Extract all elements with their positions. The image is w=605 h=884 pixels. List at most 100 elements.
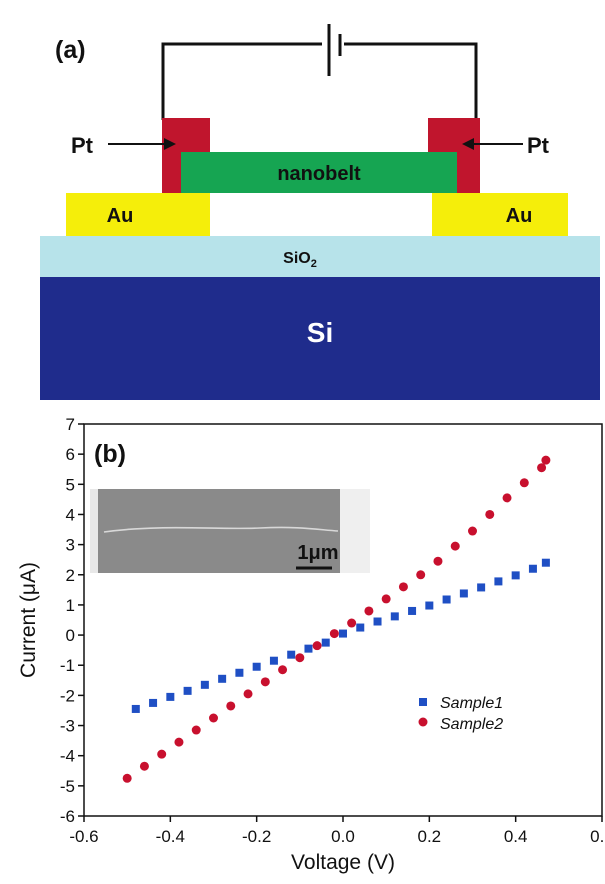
y-tick-label: 6	[66, 445, 75, 464]
panel-b: -0.6 -0.4 -0.2 0.0 0.2 0.4 0.6 -6 -5 -4 -3 -2 -1 0 1 2…	[17, 415, 605, 874]
data-point	[191, 725, 201, 735]
y-tick-label: 2	[66, 566, 75, 585]
sio2-layer	[40, 236, 600, 277]
y-tick-label: -4	[60, 747, 75, 766]
inset-image	[98, 489, 346, 573]
data-point	[269, 656, 278, 665]
data-point	[209, 713, 218, 723]
data-point	[459, 589, 468, 598]
y-tick-label: 0	[66, 626, 75, 645]
pt-label-left: Pt	[71, 133, 94, 158]
data-point	[502, 493, 512, 503]
si-label: Si	[307, 317, 333, 348]
data-point	[381, 594, 391, 604]
data-point	[485, 509, 495, 519]
data-point	[321, 638, 330, 647]
x-axis-title: Voltage (V)	[291, 851, 395, 874]
nanobelt	[181, 152, 457, 193]
y-tick-label: -2	[60, 686, 75, 705]
y-tick-label: 7	[66, 415, 75, 434]
y-tick-label: -5	[60, 777, 75, 796]
inset-edge	[340, 489, 370, 573]
y-tick-label: 3	[66, 536, 75, 555]
data-point	[398, 582, 408, 592]
data-point	[416, 570, 426, 580]
series-sample2	[122, 455, 551, 783]
data-point	[356, 623, 365, 632]
pt-arrowhead-right	[462, 138, 474, 150]
data-point	[537, 463, 547, 473]
data-point	[450, 541, 460, 551]
panel-b-label: (b)	[94, 440, 126, 468]
legend-label-sample1: Sample1	[440, 695, 503, 712]
scale-bar-label: 1μm	[297, 542, 338, 564]
legend-marker-sample1	[419, 698, 427, 706]
nanobelt-label: nanobelt	[277, 163, 361, 185]
y-tick-label: -6	[60, 807, 75, 826]
data-point	[541, 558, 550, 567]
data-point	[312, 641, 322, 651]
data-point	[541, 455, 551, 465]
y-tick-label: -3	[60, 717, 75, 736]
x-tick-label: 0.4	[504, 827, 528, 846]
si-layer	[40, 277, 600, 400]
data-point	[287, 650, 296, 659]
data-point	[295, 653, 305, 663]
panel-a-label: (a)	[55, 36, 86, 64]
au-pad-left	[66, 193, 210, 236]
au-pad-right	[432, 193, 568, 236]
data-point	[364, 606, 374, 616]
y-axis-title: Current (μA)	[17, 562, 40, 678]
data-point	[433, 556, 443, 566]
data-point	[528, 564, 537, 573]
series-sample1	[131, 558, 550, 713]
data-point	[477, 583, 486, 592]
data-point	[260, 677, 270, 687]
au-label-left: Au	[107, 205, 134, 227]
y-tick-label: 5	[66, 475, 75, 494]
data-point	[468, 526, 477, 536]
y-axis-ticks: -6 -5 -4 -3 -2 -1 0 1 2 3 4 5 6 7	[60, 415, 84, 826]
pt-arrowhead-left	[164, 138, 176, 150]
x-axis-ticks: -0.6 -0.4 -0.2 0.0 0.2 0.4 0.6	[69, 816, 605, 846]
x-tick-label: -0.4	[156, 827, 185, 846]
data-point	[304, 644, 313, 653]
data-point	[149, 698, 158, 707]
data-point	[200, 680, 209, 689]
data-point	[425, 601, 434, 610]
data-point	[408, 606, 417, 615]
data-point	[139, 761, 149, 771]
data-point	[122, 773, 132, 783]
pt-label-right: Pt	[527, 133, 550, 158]
data-point	[174, 737, 184, 747]
nanobelt-wire-image	[103, 526, 339, 533]
data-point	[183, 686, 192, 695]
data-point	[166, 692, 175, 701]
data-point	[390, 612, 399, 621]
data-point	[511, 571, 520, 580]
data-point	[519, 478, 529, 488]
y-tick-label: 4	[66, 505, 75, 524]
y-tick-label: 1	[66, 596, 75, 615]
circuit-wire	[161, 42, 478, 120]
y-tick-label: -1	[60, 656, 75, 675]
legend-marker-sample2	[418, 717, 428, 727]
x-tick-label: -0.6	[69, 827, 98, 846]
inset-micrograph: 1μm	[90, 489, 370, 573]
x-tick-label: 0.2	[418, 827, 442, 846]
data-point	[442, 595, 451, 604]
legend-label-sample2: Sample2	[440, 716, 503, 733]
x-tick-label: -0.2	[242, 827, 271, 846]
x-tick-label: 0.6	[590, 827, 605, 846]
data-series	[122, 455, 551, 783]
au-label-right: Au	[506, 205, 533, 227]
legend: Sample1 Sample2	[418, 695, 503, 733]
data-point	[339, 629, 347, 638]
data-point	[329, 629, 339, 639]
data-point	[131, 704, 140, 713]
data-point	[278, 665, 288, 675]
data-point	[347, 618, 357, 628]
data-point	[243, 689, 253, 699]
x-tick-label: 0.0	[331, 827, 355, 846]
data-point	[235, 668, 244, 677]
